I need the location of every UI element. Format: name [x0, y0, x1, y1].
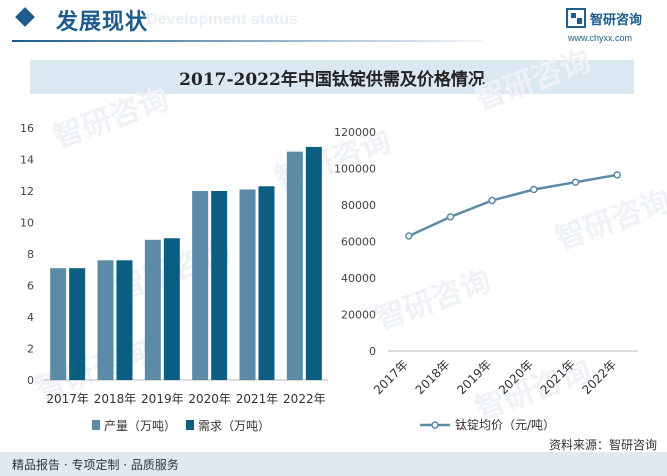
x-tick-label: 2018年 — [413, 357, 453, 397]
y-tick-label: 6 — [27, 280, 34, 293]
bar-output — [50, 268, 67, 380]
brand-watermark: 智研咨询 — [49, 82, 174, 156]
y-tick-label: 12 — [20, 185, 34, 198]
legend-label: 钛锭均价（元/吨） — [455, 417, 555, 432]
bar-chart: 0 2 4 6 8 10 12 14 16 2017年 2018年 2019年 2020年 2021年 20… — [20, 122, 328, 433]
y-tick-label: 2 — [27, 343, 34, 356]
header-divider — [12, 40, 484, 42]
source-note: 资料来源：智研咨询 — [548, 438, 657, 452]
y-tick-label: 14 — [20, 154, 34, 167]
chart-title: 2017-2022年中国钛锭供需及价格情况 — [179, 69, 485, 90]
y-tick-label: 80000 — [341, 199, 376, 212]
x-tick-label: 2018年 — [94, 392, 137, 406]
bar-demand — [211, 191, 228, 380]
bar-demand — [258, 186, 275, 380]
x-tick-label: 2017年 — [46, 392, 89, 406]
section-title: 发展现状 — [56, 10, 149, 35]
y-tick-label: 60000 — [341, 236, 376, 249]
legend-swatch — [186, 420, 194, 430]
y-tick-label: 16 — [20, 122, 34, 135]
brand-watermark: 智研咨询 — [471, 44, 596, 118]
y-tick-label: 10 — [20, 217, 34, 230]
brand-name: 智研咨询 — [590, 13, 643, 28]
legend-label: 需求（万吨） — [198, 419, 270, 433]
y-tick-label: 100000 — [334, 163, 376, 176]
bar-output — [239, 189, 256, 380]
brand-watermark: 智研咨询 — [371, 264, 496, 338]
legend-marker — [431, 421, 439, 429]
x-tick-label: 2017年 — [371, 357, 411, 397]
y-tick-label: 0 — [27, 374, 34, 387]
price-point — [571, 178, 580, 186]
price-point — [530, 185, 538, 194]
brand-mark-icon — [566, 8, 586, 28]
brand-watermark: 智研咨询 — [551, 184, 667, 258]
bar-demand — [305, 146, 322, 380]
x-tick-label: 2021年 — [236, 392, 279, 406]
footer-bar — [0, 452, 667, 476]
price-point — [488, 196, 496, 205]
chart-title-bar: 2017-2022年中国钛锭供需及价格情况 — [30, 60, 634, 94]
price-point — [613, 171, 621, 179]
y-tick-label: 8 — [27, 248, 34, 261]
page-header: Development status 发展现状 — [0, 0, 667, 44]
legend-label: 产量（万吨） — [104, 419, 176, 433]
x-tick-label: 2022年 — [283, 392, 326, 406]
price-line — [408, 173, 618, 238]
y-tick-label: 4 — [27, 311, 34, 324]
header-watermark: Development status — [146, 11, 299, 28]
footer-tagline: 精品报告 · 专项定制 · 品质服务 — [12, 458, 179, 472]
y-tick-label: 20000 — [341, 309, 376, 322]
bar-output — [286, 151, 303, 380]
y-tick-label: 0 — [369, 345, 376, 358]
x-tick-label: 2019年 — [141, 392, 184, 406]
price-point — [446, 213, 455, 221]
bar-output — [192, 191, 209, 380]
bar-demand — [69, 268, 86, 380]
legend-swatch — [92, 420, 100, 430]
brand-url: www.chyxx.com — [568, 33, 633, 43]
bar-output — [97, 260, 114, 380]
y-tick-label: 40000 — [341, 272, 376, 285]
y-tick-label: 120000 — [334, 126, 376, 139]
x-tick-label: 2020年 — [188, 392, 231, 406]
price-point — [405, 232, 413, 240]
bar-demand — [116, 260, 133, 380]
bar-demand — [163, 238, 180, 380]
bar-output — [144, 239, 161, 380]
